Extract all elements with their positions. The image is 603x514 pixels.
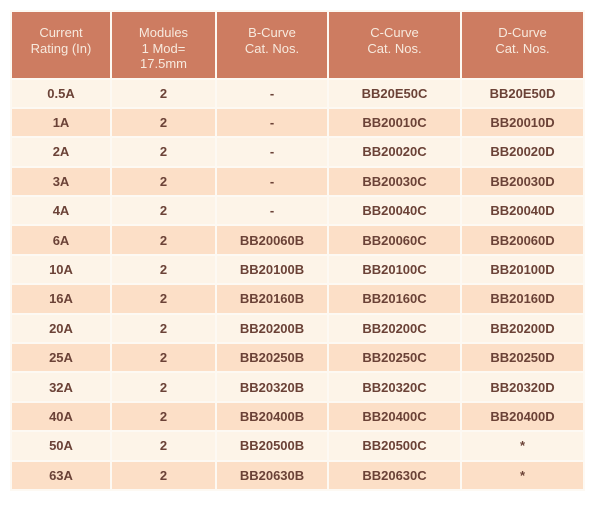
header-row: Current Rating (In) Modules 1 Mod= 17.5m… — [12, 12, 583, 78]
cell-b-curve: - — [217, 197, 327, 225]
cell-d-curve: BB20040D — [462, 197, 583, 225]
table-row: 10A 2 BB20100B BB20100C BB20100D — [12, 255, 583, 284]
table-row: 0.5A 2 - BB20E50C BB20E50D — [12, 79, 583, 107]
cell-b-curve: BB20400B — [217, 402, 327, 431]
cell-modules: 2 — [112, 197, 215, 225]
column-header-b-curve: B-Curve Cat. Nos. — [217, 12, 327, 78]
cell-b-curve: - — [217, 79, 327, 107]
cell-modules: 2 — [112, 432, 215, 460]
cell-c-curve: BB20160C — [329, 285, 460, 313]
cell-c-curve: BB20250C — [329, 344, 460, 372]
cell-d-curve: BB20E50D — [462, 79, 583, 107]
cell-b-curve: BB20320B — [217, 373, 327, 401]
column-header-modules: Modules 1 Mod= 17.5mm — [112, 12, 215, 78]
cell-modules: 2 — [112, 138, 215, 166]
cell-current-rating: 4A — [12, 197, 110, 225]
table-row: 40A 2 BB20400B BB20400C BB20400D — [12, 402, 583, 431]
cell-c-curve: BB20500C — [329, 432, 460, 460]
cell-b-curve: - — [217, 138, 327, 166]
cell-modules: 2 — [112, 402, 215, 431]
cell-d-curve: BB20030D — [462, 167, 583, 196]
cell-modules: 2 — [112, 79, 215, 107]
cell-current-rating: 6A — [12, 226, 110, 254]
cell-c-curve: BB20020C — [329, 138, 460, 166]
table-row: 6A 2 BB20060B BB20060C BB20060D — [12, 226, 583, 254]
table-row: 50A 2 BB20500B BB20500C * — [12, 432, 583, 460]
cell-current-rating: 10A — [12, 255, 110, 284]
cell-current-rating: 0.5A — [12, 79, 110, 107]
cell-current-rating: 50A — [12, 432, 110, 460]
cell-b-curve: - — [217, 108, 327, 137]
mcb-catalog-table: Current Rating (In) Modules 1 Mod= 17.5m… — [10, 10, 585, 491]
cell-b-curve: BB20630B — [217, 461, 327, 489]
cell-current-rating: 25A — [12, 344, 110, 372]
cell-modules: 2 — [112, 167, 215, 196]
cell-d-curve: BB20060D — [462, 226, 583, 254]
cell-b-curve: BB20250B — [217, 344, 327, 372]
cell-current-rating: 16A — [12, 285, 110, 313]
cell-current-rating: 1A — [12, 108, 110, 137]
cell-d-curve: BB20320D — [462, 373, 583, 401]
cell-current-rating: 2A — [12, 138, 110, 166]
cell-modules: 2 — [112, 226, 215, 254]
table-row: 32A 2 BB20320B BB20320C BB20320D — [12, 373, 583, 401]
cell-current-rating: 40A — [12, 402, 110, 431]
table-row: 3A 2 - BB20030C BB20030D — [12, 167, 583, 196]
column-header-current-rating: Current Rating (In) — [12, 12, 110, 78]
cell-c-curve: BB20030C — [329, 167, 460, 196]
column-header-c-curve: C-Curve Cat. Nos. — [329, 12, 460, 78]
table-row: 20A 2 BB20200B BB20200C BB20200D — [12, 314, 583, 343]
table-header: Current Rating (In) Modules 1 Mod= 17.5m… — [12, 12, 583, 78]
catalog-table-container: Current Rating (In) Modules 1 Mod= 17.5m… — [10, 10, 585, 491]
cell-modules: 2 — [112, 344, 215, 372]
cell-b-curve: BB20160B — [217, 285, 327, 313]
cell-b-curve: - — [217, 167, 327, 196]
cell-modules: 2 — [112, 108, 215, 137]
cell-d-curve: BB20100D — [462, 255, 583, 284]
cell-c-curve: BB20400C — [329, 402, 460, 431]
cell-c-curve: BB20E50C — [329, 79, 460, 107]
table-row: 16A 2 BB20160B BB20160C BB20160D — [12, 285, 583, 313]
cell-d-curve: * — [462, 461, 583, 489]
cell-d-curve: BB20250D — [462, 344, 583, 372]
cell-modules: 2 — [112, 461, 215, 489]
table-row: 2A 2 - BB20020C BB20020D — [12, 138, 583, 166]
cell-d-curve: BB20160D — [462, 285, 583, 313]
cell-b-curve: BB20500B — [217, 432, 327, 460]
cell-modules: 2 — [112, 373, 215, 401]
table-row: 63A 2 BB20630B BB20630C * — [12, 461, 583, 489]
cell-b-curve: BB20060B — [217, 226, 327, 254]
cell-current-rating: 20A — [12, 314, 110, 343]
cell-c-curve: BB20100C — [329, 255, 460, 284]
cell-c-curve: BB20630C — [329, 461, 460, 489]
cell-c-curve: BB20320C — [329, 373, 460, 401]
cell-current-rating: 63A — [12, 461, 110, 489]
cell-c-curve: BB20200C — [329, 314, 460, 343]
column-header-d-curve: D-Curve Cat. Nos. — [462, 12, 583, 78]
cell-d-curve: BB20200D — [462, 314, 583, 343]
cell-modules: 2 — [112, 255, 215, 284]
table-row: 1A 2 - BB20010C BB20010D — [12, 108, 583, 137]
cell-d-curve: * — [462, 432, 583, 460]
cell-d-curve: BB20400D — [462, 402, 583, 431]
cell-d-curve: BB20020D — [462, 138, 583, 166]
cell-c-curve: BB20060C — [329, 226, 460, 254]
table-row: 4A 2 - BB20040C BB20040D — [12, 197, 583, 225]
table-body: 0.5A 2 - BB20E50C BB20E50D 1A 2 - BB2001… — [12, 79, 583, 489]
cell-c-curve: BB20010C — [329, 108, 460, 137]
table-row: 25A 2 BB20250B BB20250C BB20250D — [12, 344, 583, 372]
cell-c-curve: BB20040C — [329, 197, 460, 225]
cell-d-curve: BB20010D — [462, 108, 583, 137]
cell-current-rating: 32A — [12, 373, 110, 401]
cell-b-curve: BB20100B — [217, 255, 327, 284]
cell-b-curve: BB20200B — [217, 314, 327, 343]
cell-modules: 2 — [112, 285, 215, 313]
cell-modules: 2 — [112, 314, 215, 343]
cell-current-rating: 3A — [12, 167, 110, 196]
